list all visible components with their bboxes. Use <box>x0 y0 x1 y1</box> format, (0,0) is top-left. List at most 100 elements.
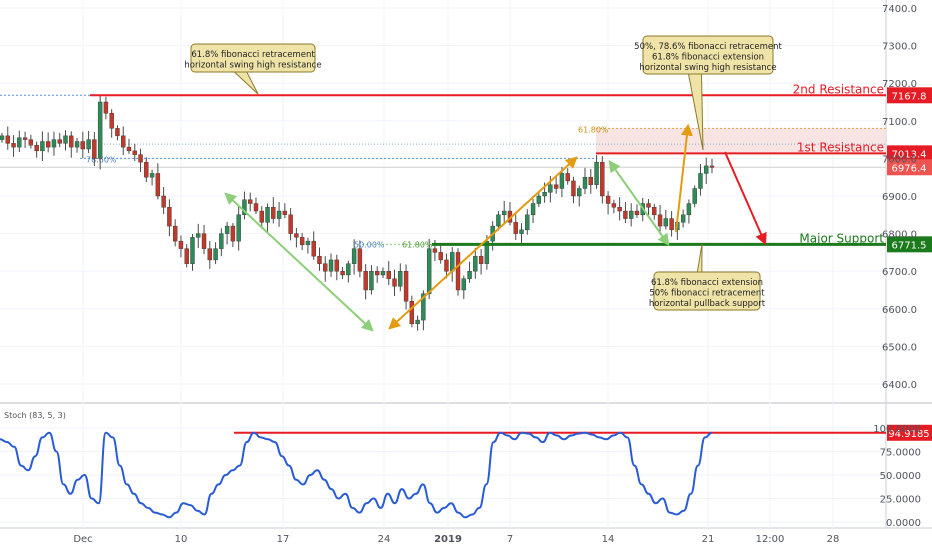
candle-body <box>369 271 374 291</box>
candle-body <box>611 203 617 208</box>
second-resistance-value: 7167.8 <box>892 91 927 102</box>
candle-body <box>311 240 316 257</box>
candle-body <box>323 263 328 272</box>
callout-bottom-right-box <box>653 271 761 311</box>
candle-body <box>415 319 420 325</box>
time-tick-label: 21 <box>702 534 715 545</box>
candle-body <box>109 113 114 129</box>
candle-body <box>519 229 524 234</box>
candle-body <box>190 237 195 264</box>
major-support-label: Major Support <box>799 231 884 245</box>
time-tick-label: 7 <box>507 534 513 545</box>
orange-extension-arrow-2 <box>675 123 693 233</box>
candle-body <box>363 271 368 291</box>
candle-body <box>97 101 103 159</box>
candle-body <box>276 210 282 219</box>
candle-body <box>450 252 455 272</box>
price-tick-label: 7200.0 <box>882 79 917 90</box>
candle-body <box>386 271 391 279</box>
candle-body <box>213 248 218 261</box>
candle-body <box>259 210 264 223</box>
candle-body <box>103 101 109 114</box>
candle-body <box>149 173 155 178</box>
candle-body <box>525 214 530 231</box>
candle-body <box>17 137 22 148</box>
candle-body <box>132 150 137 155</box>
callout-left-top-line: horizontal swing high resistance <box>184 61 321 71</box>
time-tick-label: 24 <box>378 534 391 545</box>
candle-body <box>501 210 507 215</box>
first-resistance-value: 7013.4 <box>892 149 927 160</box>
candle-body <box>403 271 409 302</box>
candle-body <box>271 207 276 219</box>
stoch-title: Stoch (83, 5, 3) <box>4 411 66 420</box>
time-tick-label: Dec <box>73 534 92 545</box>
candle-body <box>219 233 224 249</box>
price-tick-label: 6500.0 <box>882 342 917 353</box>
time-tick-label: 12:00 <box>756 534 785 545</box>
candle-body <box>605 195 611 204</box>
candle-body <box>646 203 651 208</box>
candle-body <box>594 161 599 185</box>
candle-body <box>542 192 547 197</box>
candle-body <box>51 139 57 148</box>
axes-labels: 7400.0 7300.0 7200.0 7100.0 7000.0 6900.0 6800… <box>73 4 921 545</box>
candle-body <box>634 210 640 215</box>
callout-right-top-line: 61.8% fibonacci extension <box>652 53 764 63</box>
candle-body <box>686 203 692 216</box>
candle-body <box>92 139 97 159</box>
candle-body <box>444 259 449 272</box>
candle-body <box>380 271 386 276</box>
candle-body <box>248 199 253 204</box>
candle-body <box>426 248 432 294</box>
time-tick-label: 28 <box>827 534 840 545</box>
time-tick-label: 14 <box>602 534 615 545</box>
candle-body <box>692 188 697 204</box>
candle-body <box>577 188 582 197</box>
first-resistance-label: 1st Resistance <box>797 140 884 154</box>
green-swing-arrow-1 <box>224 192 374 332</box>
candle-body <box>224 225 230 234</box>
stoch-pane[interactable] <box>0 404 886 526</box>
candle-body <box>40 141 45 152</box>
time-tick-label: 2019 <box>434 534 462 545</box>
callout-right-top-box <box>642 35 774 75</box>
candle-body <box>74 141 80 148</box>
price-tick-label: 6700.0 <box>882 267 917 278</box>
candle-body <box>628 210 634 219</box>
price-tick-label: 6800.0 <box>882 230 917 241</box>
current-price-value: 6976.4 <box>892 163 927 174</box>
major-support-value: 6771.5 <box>892 240 927 251</box>
candle-body <box>161 195 166 208</box>
candle-body <box>704 165 709 174</box>
candle-body <box>138 154 143 163</box>
callout-right-top-line: 50%, 78.6% fibonacci retracement <box>634 42 782 52</box>
price-tick-label: 7400.0 <box>882 4 917 15</box>
candle-body <box>178 240 184 249</box>
candle-body <box>28 139 34 146</box>
candle-body <box>588 176 593 185</box>
price-tick-label: 7000.0 <box>882 154 917 165</box>
candle-body <box>253 203 259 212</box>
callout-bottom-right-line: 61.8% fibonacci extension <box>651 278 763 288</box>
candle-body <box>299 237 305 246</box>
candle-body <box>282 210 288 215</box>
candle-body <box>513 222 518 234</box>
candle-body <box>184 248 189 264</box>
stoch-level-plate <box>887 424 932 441</box>
candle-body <box>196 233 201 238</box>
candle-body <box>432 248 438 253</box>
candle-body <box>86 139 91 150</box>
candle-body <box>34 145 39 152</box>
orange-extension-arrow <box>388 156 578 330</box>
candle-body <box>334 259 339 272</box>
stoch-level-value: 94.9185 <box>888 429 929 440</box>
candle-body <box>559 173 565 189</box>
candle-body <box>230 225 236 242</box>
price-tick-label: 7100.0 <box>882 117 917 128</box>
candle-body <box>80 141 86 150</box>
candle-body <box>461 278 466 291</box>
candle-body <box>392 278 397 287</box>
